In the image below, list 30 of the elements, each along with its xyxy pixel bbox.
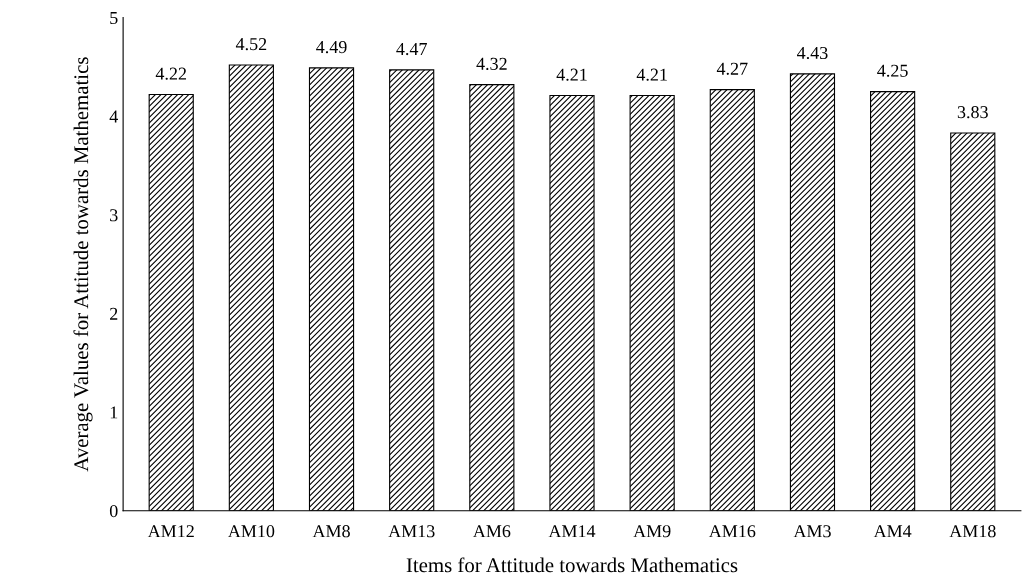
- y-tick-label: 0: [109, 504, 118, 518]
- x-tick-label: AM8: [312, 525, 350, 538]
- x-tick-label: AM18: [949, 525, 996, 538]
- data-label: 4.47: [396, 43, 427, 56]
- data-label: 4.22: [155, 67, 187, 80]
- y-tick-label: 5: [110, 12, 118, 25]
- data-label: 4.43: [797, 46, 828, 60]
- y-tick-label: 3: [110, 209, 118, 222]
- x-tick-label: AM6: [472, 525, 511, 538]
- data-label: 4.27: [716, 62, 748, 75]
- data-label: 4.21: [556, 68, 587, 81]
- x-tick-label: AM9: [633, 525, 671, 538]
- x-tick-label: AM12: [147, 525, 194, 538]
- x-tick-label: AM16: [708, 525, 756, 538]
- data-label: 4.49: [316, 40, 347, 54]
- data-label: 4.25: [877, 64, 908, 77]
- x-tick-label: AM3: [793, 525, 831, 538]
- y-tick-label: 4: [109, 110, 118, 123]
- data-label: 4.21: [636, 68, 667, 81]
- x-tick-label: AM13: [388, 525, 435, 538]
- x-tick-label: AM14: [548, 525, 596, 538]
- data-label: 3.83: [957, 106, 988, 119]
- x-tick-label: AM10: [227, 525, 275, 538]
- y-tick-label: 2: [110, 307, 118, 320]
- data-label: 4.52: [235, 38, 267, 51]
- x-axis-title: Items for Attitude towards Mathematics: [406, 557, 738, 573]
- y-tick-label: 1: [110, 406, 118, 419]
- data-label: 4.32: [476, 57, 507, 70]
- y-axis-title: Average Values for Attitude towards Mathematics: [73, 57, 93, 472]
- x-tick-label: AM4: [873, 525, 912, 538]
